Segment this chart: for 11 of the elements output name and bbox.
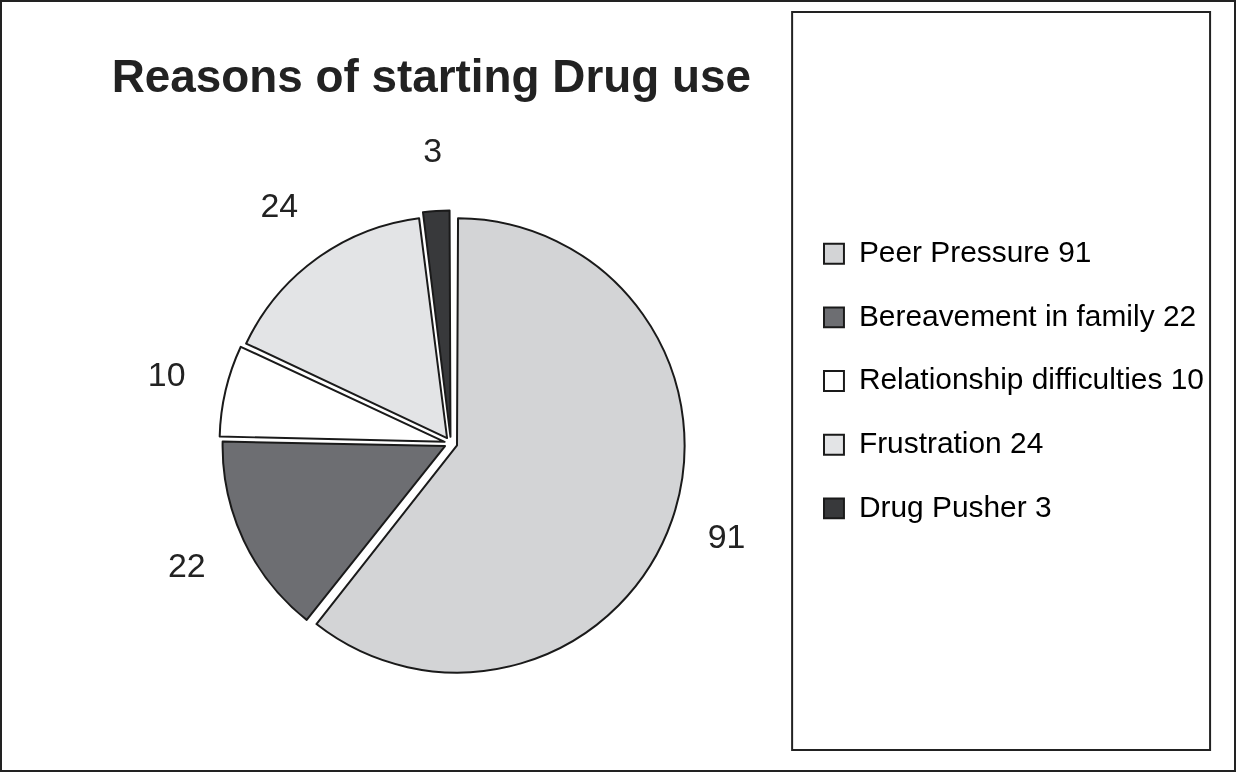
data-label: 10 xyxy=(147,355,186,394)
data-label: 3 xyxy=(423,130,442,169)
legend-label: Bereavement in family 22 xyxy=(858,298,1197,332)
legend-label: Peer Pressure 91 xyxy=(858,234,1092,268)
text: Reasons of starting Drug use xyxy=(111,50,751,102)
legend-label: Relationship difficulties 10 xyxy=(858,362,1204,396)
data-label: 24 xyxy=(260,185,299,224)
data-label: 91 xyxy=(707,517,746,556)
legend-label: Drug Pusher 3 xyxy=(858,489,1052,523)
legend-label: Frustration 24 xyxy=(858,425,1044,459)
data-label: 22 xyxy=(167,545,206,584)
